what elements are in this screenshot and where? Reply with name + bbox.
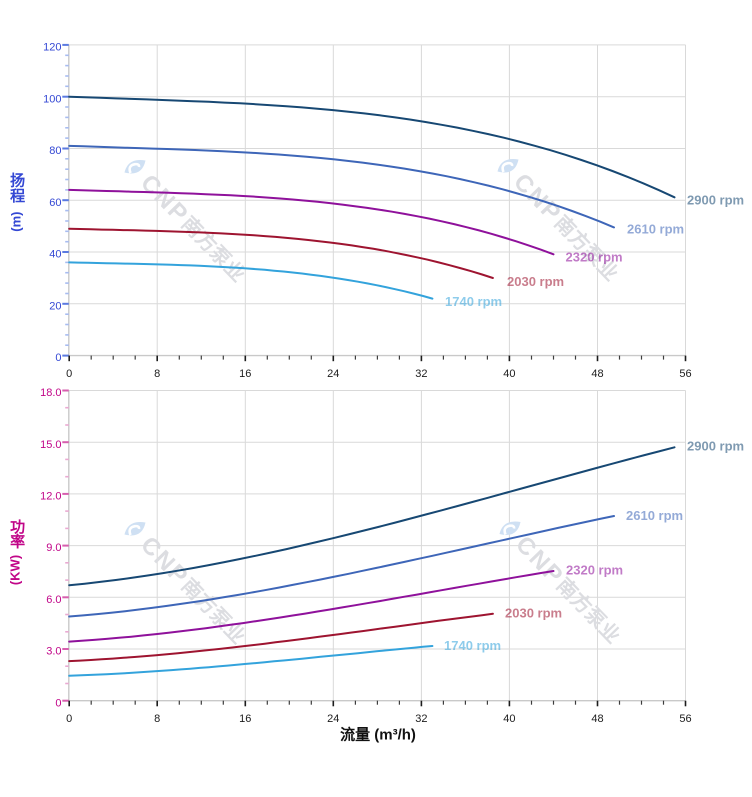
svg-text:2900 rpm: 2900 rpm [687,439,744,454]
svg-text:56: 56 [679,713,691,725]
svg-text:120: 120 [43,42,61,54]
svg-text:(KW): (KW) [8,555,23,585]
svg-text:20: 20 [49,300,61,312]
svg-text:2610 rpm: 2610 rpm [626,508,683,523]
svg-text:24: 24 [327,713,339,725]
svg-text:功: 功 [10,519,25,536]
svg-text:40: 40 [503,368,515,380]
svg-text:24: 24 [327,368,339,380]
svg-text:16: 16 [239,713,251,725]
svg-text:8: 8 [154,368,160,380]
svg-text:32: 32 [415,368,427,380]
svg-text:9.0: 9.0 [46,542,61,554]
svg-text:0: 0 [55,352,61,364]
svg-text:程: 程 [10,188,25,205]
svg-text:48: 48 [591,713,603,725]
svg-text:40: 40 [49,249,61,261]
svg-text:16: 16 [239,368,251,380]
svg-text:2320 rpm: 2320 rpm [566,249,623,264]
svg-text:8: 8 [154,713,160,725]
svg-text:流量 (m³/h): 流量 (m³/h) [340,726,416,744]
svg-text:60: 60 [49,197,61,209]
svg-text:2320 rpm: 2320 rpm [566,562,623,577]
svg-text:100: 100 [43,93,61,105]
svg-text:1740 rpm: 1740 rpm [445,294,502,309]
svg-text:56: 56 [679,368,691,380]
svg-text:率: 率 [10,533,25,551]
svg-text:1740 rpm: 1740 rpm [444,638,501,653]
svg-text:6.0: 6.0 [46,594,61,606]
svg-text:12.0: 12.0 [40,491,61,503]
svg-text:32: 32 [415,713,427,725]
svg-text:0: 0 [66,368,72,380]
svg-text:(m): (m) [8,211,23,231]
svg-text:扬: 扬 [10,171,25,189]
svg-text:2610 rpm: 2610 rpm [627,221,684,236]
svg-text:3.0: 3.0 [46,646,61,658]
svg-text:0: 0 [66,713,72,725]
svg-text:0: 0 [55,697,61,709]
svg-text:80: 80 [49,145,61,157]
svg-text:2030 rpm: 2030 rpm [507,274,564,289]
svg-text:15.0: 15.0 [40,439,61,451]
svg-text:40: 40 [503,713,515,725]
svg-text:48: 48 [591,368,603,380]
svg-text:18.0: 18.0 [40,387,61,399]
svg-text:2030 rpm: 2030 rpm [505,605,562,620]
svg-text:2900 rpm: 2900 rpm [687,192,744,207]
